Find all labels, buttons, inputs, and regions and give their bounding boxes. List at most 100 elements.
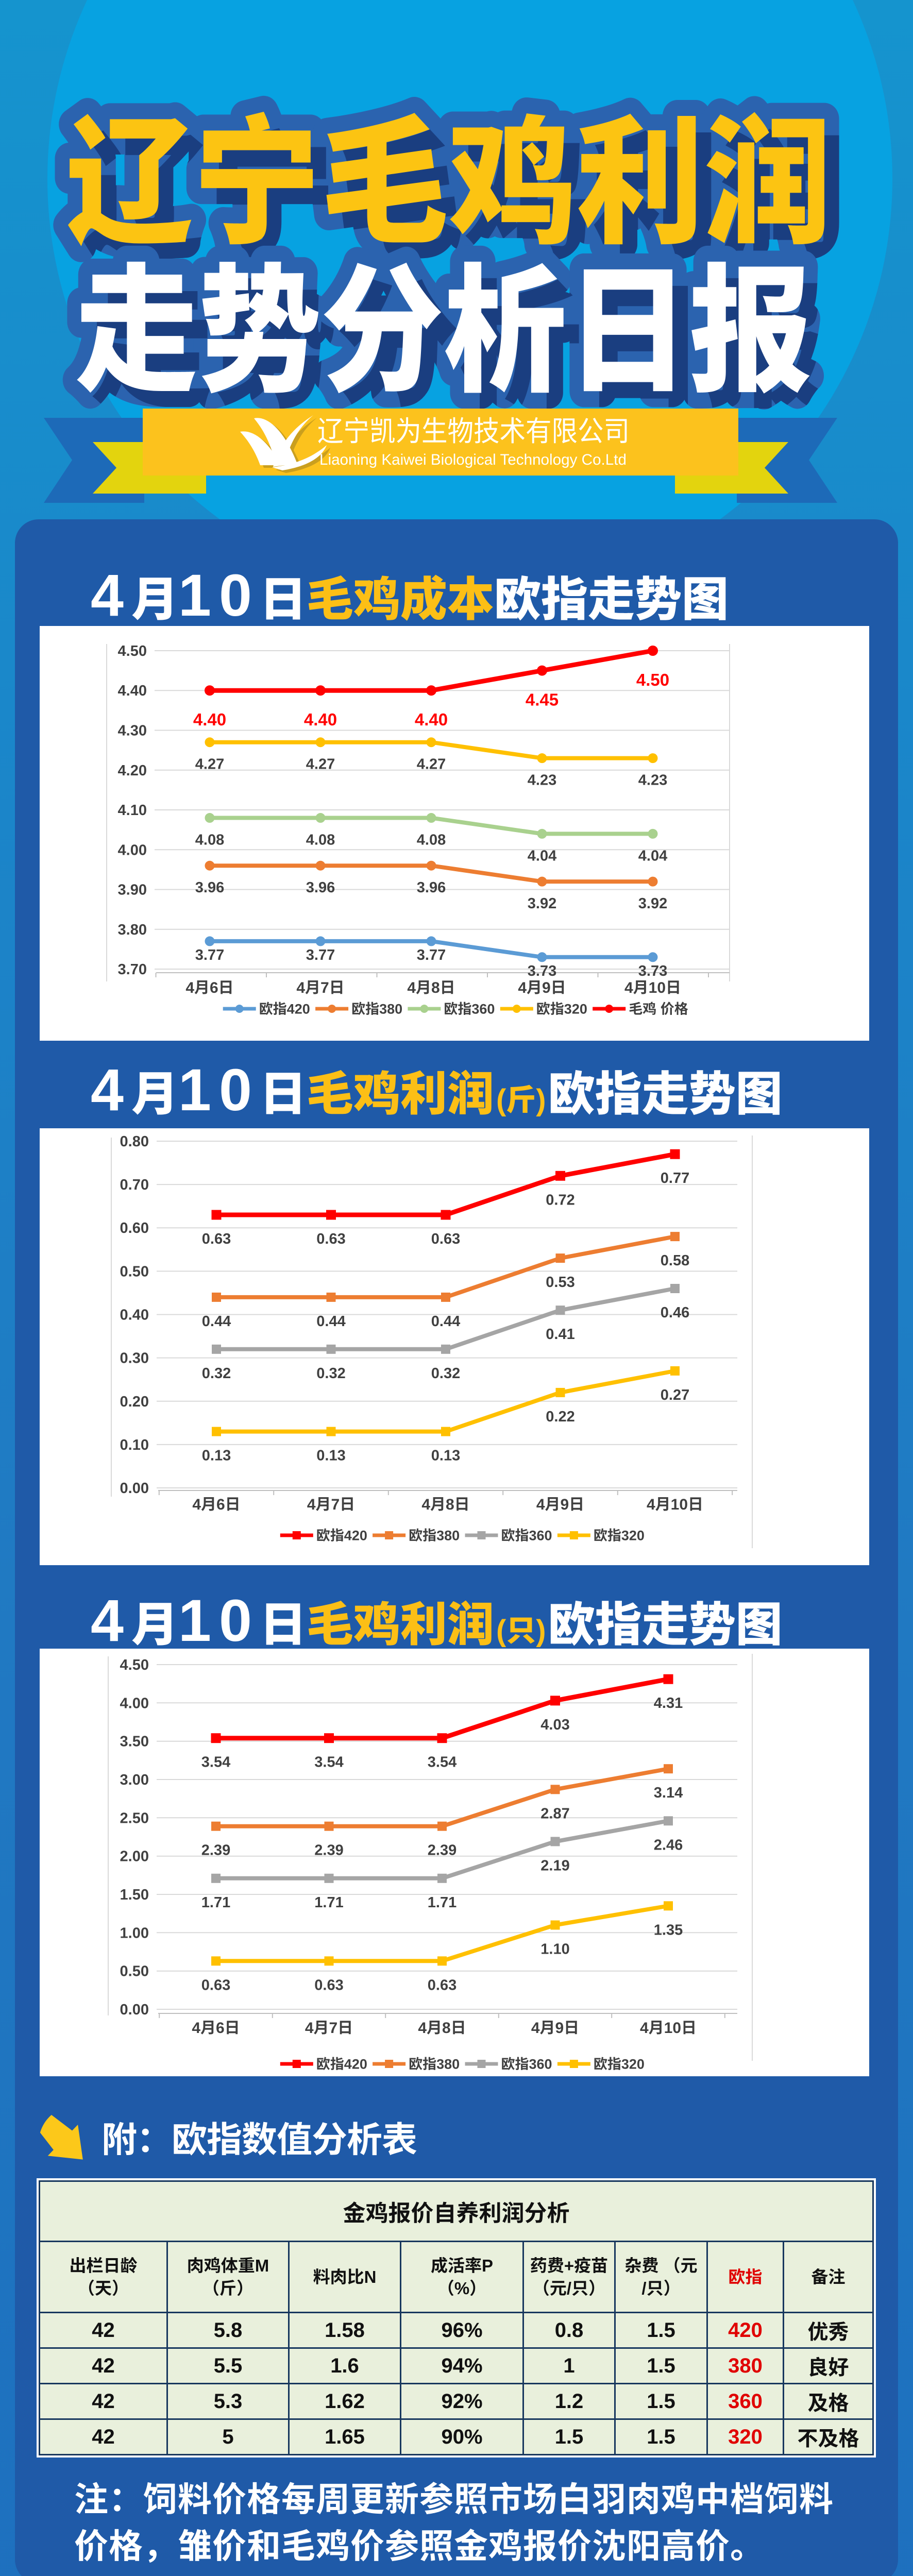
svg-text:4月8日: 4月8日 — [407, 979, 455, 996]
svg-text:4.03: 4.03 — [540, 1717, 569, 1733]
svg-text:4.45: 4.45 — [526, 690, 559, 709]
svg-text:欧指380: 欧指380 — [351, 1002, 402, 1017]
svg-text:欧指360: 欧指360 — [501, 1528, 552, 1544]
svg-text:0.63: 0.63 — [431, 1231, 460, 1247]
svg-text:3.50: 3.50 — [120, 1734, 149, 1750]
svg-text:欧指320: 欧指320 — [536, 1002, 587, 1017]
svg-text:4.23: 4.23 — [528, 772, 556, 789]
svg-text:0.60: 0.60 — [120, 1220, 149, 1236]
svg-text:4.50: 4.50 — [118, 643, 147, 659]
svg-text:3.77: 3.77 — [195, 947, 224, 963]
svg-text:走势分析日报: 走势分析日报 — [91, 236, 827, 433]
svg-text:4月10日: 4月10日 — [647, 1496, 703, 1513]
svg-text:4.00: 4.00 — [120, 1695, 149, 1711]
svg-text:0.10: 0.10 — [120, 1437, 149, 1453]
svg-text:4.20: 4.20 — [118, 762, 147, 779]
svg-text:3.77: 3.77 — [417, 947, 446, 963]
svg-text:0.00: 0.00 — [120, 1480, 149, 1497]
svg-text:4月10日: 4月10日 — [624, 979, 681, 996]
svg-text:0.63: 0.63 — [316, 1231, 345, 1247]
svg-text:欧指320: 欧指320 — [594, 2057, 645, 2072]
svg-text:0.72: 0.72 — [546, 1192, 574, 1208]
svg-text:2.50: 2.50 — [120, 1810, 149, 1826]
svg-text:1.00: 1.00 — [120, 1925, 149, 1941]
svg-text:3.00: 3.00 — [120, 1772, 149, 1788]
svg-text:辽宁毛鸡利润: 辽宁毛鸡利润 — [65, 72, 832, 272]
svg-text:4.27: 4.27 — [306, 756, 335, 773]
svg-text:4.50: 4.50 — [120, 1657, 149, 1673]
svg-text:4.00: 4.00 — [118, 842, 147, 858]
svg-text:4.08: 4.08 — [195, 832, 224, 849]
svg-text:0.44: 0.44 — [316, 1313, 345, 1330]
svg-text:0.41: 0.41 — [546, 1326, 574, 1343]
svg-text:0.50: 0.50 — [120, 1263, 149, 1280]
svg-text:2.87: 2.87 — [540, 1805, 569, 1822]
svg-text:3.96: 3.96 — [417, 879, 446, 896]
svg-text:欧指420: 欧指420 — [316, 2057, 367, 2072]
svg-text:3.92: 3.92 — [638, 895, 667, 912]
svg-text:4.27: 4.27 — [417, 756, 446, 773]
svg-text:2.39: 2.39 — [314, 1842, 343, 1859]
svg-text:0.77: 0.77 — [661, 1170, 689, 1187]
svg-text:0.50: 0.50 — [120, 1963, 149, 1980]
svg-text:3.96: 3.96 — [306, 879, 335, 896]
svg-text:辽宁凯为生物技术有限公司: 辽宁凯为生物技术有限公司 — [317, 415, 630, 447]
svg-text:走势分析日报: 走势分析日报 — [75, 220, 812, 420]
svg-text:3.73: 3.73 — [528, 963, 556, 979]
svg-text:0.27: 0.27 — [661, 1387, 689, 1403]
svg-text:4月8日: 4月8日 — [418, 2020, 466, 2037]
svg-text:4.27: 4.27 — [195, 756, 224, 773]
svg-text:4.04: 4.04 — [638, 848, 667, 864]
svg-text:4.04: 4.04 — [528, 848, 556, 864]
svg-text:2.46: 2.46 — [654, 1837, 683, 1853]
svg-text:2.39: 2.39 — [201, 1842, 230, 1859]
svg-text:0.58: 0.58 — [661, 1252, 689, 1269]
svg-text:4.40: 4.40 — [304, 710, 337, 729]
svg-text:4.23: 4.23 — [638, 772, 667, 789]
svg-text:1.35: 1.35 — [654, 1922, 683, 1938]
svg-text:Liaoning Kaiwei Biological Tec: Liaoning Kaiwei Biological Technology Co… — [319, 451, 627, 468]
svg-text:0.13: 0.13 — [202, 1448, 231, 1464]
svg-text:4月9日: 4月9日 — [536, 1496, 584, 1513]
svg-text:0.70: 0.70 — [120, 1177, 149, 1193]
svg-text:欧指380: 欧指380 — [409, 1528, 460, 1544]
svg-text:0.63: 0.63 — [202, 1231, 231, 1247]
svg-text:走势分析日报: 走势分析日报 — [75, 220, 812, 420]
svg-text:4月7日: 4月7日 — [305, 2020, 353, 2037]
svg-text:4.40: 4.40 — [118, 683, 147, 699]
svg-text:4.31: 4.31 — [654, 1695, 683, 1711]
svg-text:0.00: 0.00 — [120, 2002, 149, 2018]
svg-text:0.22: 0.22 — [546, 1409, 574, 1425]
svg-text:3.96: 3.96 — [195, 879, 224, 896]
svg-text:3.73: 3.73 — [638, 963, 667, 979]
svg-text:3.80: 3.80 — [118, 922, 147, 938]
svg-text:4月9日: 4月9日 — [518, 979, 566, 996]
svg-text:3.54: 3.54 — [314, 1754, 343, 1771]
svg-text:4.40: 4.40 — [415, 710, 448, 729]
svg-text:4月6日: 4月6日 — [192, 2020, 240, 2037]
svg-text:毛鸡 价格: 毛鸡 价格 — [629, 1002, 688, 1017]
svg-text:0.63: 0.63 — [428, 1977, 457, 1993]
svg-text:欧指420: 欧指420 — [316, 1528, 367, 1544]
svg-text:1.71: 1.71 — [428, 1894, 457, 1911]
svg-text:0.32: 0.32 — [431, 1365, 460, 1382]
svg-text:4月6日: 4月6日 — [192, 1496, 240, 1513]
svg-text:4.08: 4.08 — [417, 832, 446, 849]
svg-text:0.53: 0.53 — [546, 1274, 574, 1291]
svg-text:0.44: 0.44 — [431, 1313, 460, 1330]
svg-text:欧指320: 欧指320 — [594, 1528, 645, 1544]
svg-text:3.70: 3.70 — [118, 961, 147, 978]
svg-text:3.77: 3.77 — [306, 947, 335, 963]
svg-text:0.46: 0.46 — [661, 1304, 689, 1321]
svg-text:4月6日: 4月6日 — [185, 979, 233, 996]
svg-text:4.08: 4.08 — [306, 832, 335, 849]
svg-text:4月7日: 4月7日 — [307, 1496, 355, 1513]
svg-text:4月7日: 4月7日 — [296, 979, 344, 996]
svg-text:0.32: 0.32 — [316, 1365, 345, 1382]
svg-text:2.00: 2.00 — [120, 1849, 149, 1865]
svg-text:4月8日: 4月8日 — [421, 1496, 469, 1513]
svg-text:3.54: 3.54 — [428, 1754, 457, 1771]
svg-text:0.13: 0.13 — [431, 1448, 460, 1464]
svg-text:4.50: 4.50 — [636, 670, 669, 689]
svg-text:0.44: 0.44 — [202, 1313, 231, 1330]
